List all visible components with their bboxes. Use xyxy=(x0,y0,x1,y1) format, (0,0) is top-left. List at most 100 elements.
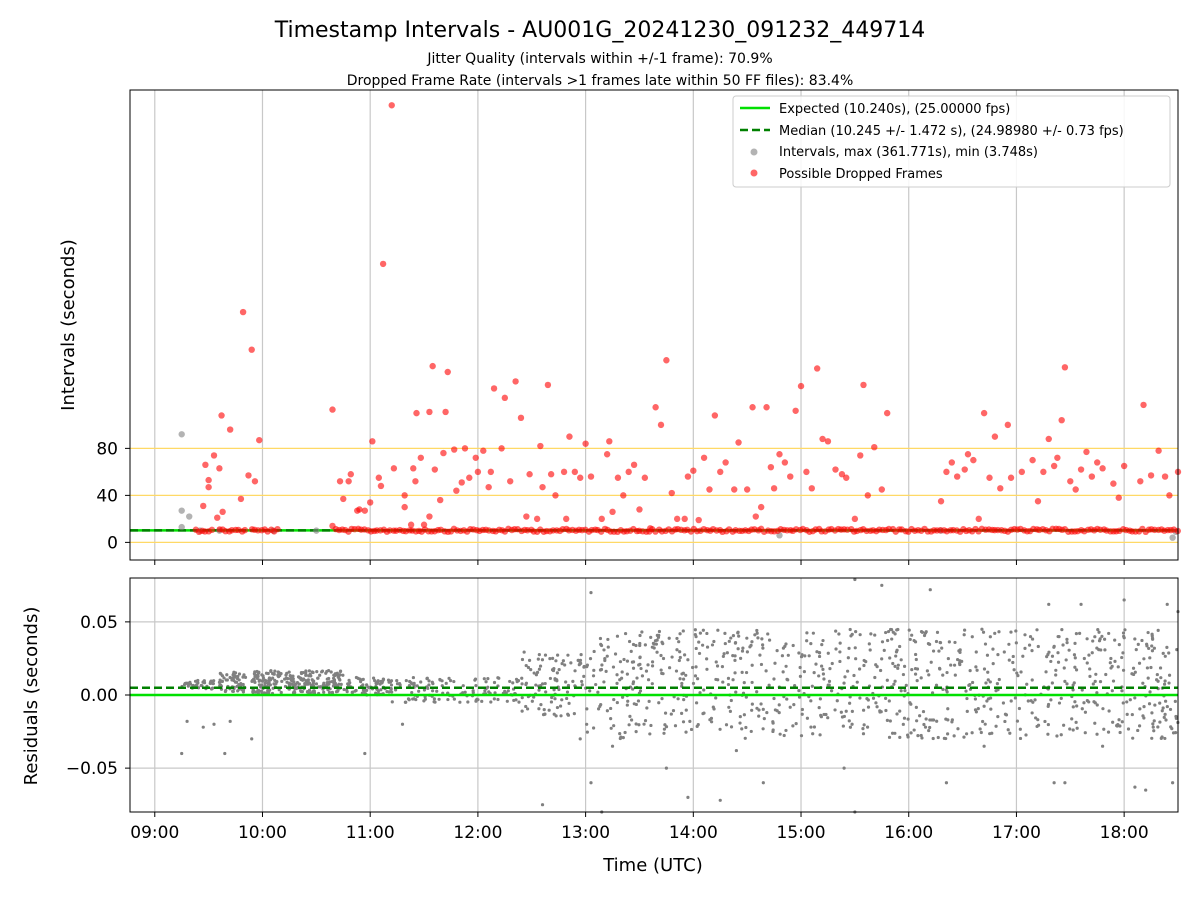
dropped-frame-point xyxy=(781,459,789,466)
dropped-frame-point xyxy=(329,522,336,530)
residual-point xyxy=(820,643,824,647)
residual-point xyxy=(946,656,950,661)
residual-point xyxy=(928,725,932,730)
residual-point xyxy=(923,725,928,729)
residual-point xyxy=(514,698,518,702)
residual-point xyxy=(793,683,797,688)
dropped-frame-point xyxy=(986,474,993,481)
residual-point xyxy=(638,655,642,659)
residual-point xyxy=(1055,734,1059,738)
dropped-frame-point xyxy=(767,463,775,471)
residual-point xyxy=(273,669,277,673)
dropped-frame-point xyxy=(440,449,447,457)
residual-point xyxy=(619,735,623,739)
dropped-frame-point xyxy=(663,357,670,364)
residual-point xyxy=(689,727,694,732)
residual-point xyxy=(1144,788,1148,792)
residual-point xyxy=(594,682,598,687)
residual-point xyxy=(598,636,603,641)
dropped-frame-point xyxy=(706,486,713,493)
residual-point xyxy=(1019,670,1023,674)
residual-point xyxy=(936,735,940,740)
residual-point xyxy=(1133,670,1137,674)
dropped-frame-point xyxy=(948,459,956,466)
residual-point xyxy=(721,680,725,684)
residual-point xyxy=(398,681,402,686)
residual-point xyxy=(602,648,606,652)
residual-point xyxy=(592,649,596,654)
residual-point xyxy=(1065,682,1069,686)
dropped-frame-point xyxy=(388,102,395,109)
residual-point xyxy=(569,661,573,665)
residual-point xyxy=(655,650,659,654)
residual-point xyxy=(223,751,227,756)
residual-point xyxy=(988,680,992,684)
residual-point xyxy=(1049,659,1053,664)
residual-point xyxy=(915,678,919,683)
dropped-frame-point xyxy=(251,478,259,485)
residual-point xyxy=(1102,727,1106,731)
residual-point xyxy=(649,723,653,728)
residual-point xyxy=(1100,634,1104,638)
residual-point xyxy=(1056,660,1061,664)
residual-point xyxy=(780,654,784,658)
residual-point xyxy=(496,697,500,702)
residual-point xyxy=(733,641,738,645)
legend-median-label: Median (10.245 +/- 1.472 s), (24.98980 +… xyxy=(779,124,1124,139)
dropped-frame-point xyxy=(743,486,751,493)
dropped-frame-point xyxy=(980,409,988,417)
residual-point xyxy=(683,653,687,657)
residual-point xyxy=(988,635,992,639)
dropped-frame-point xyxy=(991,433,999,440)
residual-point xyxy=(209,687,214,691)
residual-point xyxy=(269,669,273,674)
dropped-frame-point xyxy=(824,438,832,445)
residual-point xyxy=(316,676,320,680)
residual-point xyxy=(741,646,745,650)
residual-point xyxy=(1063,781,1067,785)
dropped-frame-point xyxy=(668,489,675,497)
residual-point xyxy=(618,732,622,736)
dropped-frame-point xyxy=(466,474,473,481)
residual-point xyxy=(819,715,823,719)
residual-point xyxy=(625,703,629,707)
residual-point xyxy=(552,667,556,671)
dropped-frame-point xyxy=(808,485,815,492)
residual-point xyxy=(701,628,705,632)
residual-point xyxy=(757,714,761,718)
residual-point xyxy=(771,729,775,734)
bottom-y-tick-label: −0.05 xyxy=(66,759,118,779)
residual-point xyxy=(935,630,940,635)
residual-point xyxy=(1033,698,1037,702)
dropped-frame-point xyxy=(647,525,654,532)
residual-point xyxy=(1136,642,1140,646)
residual-point xyxy=(956,657,960,662)
interval-point xyxy=(313,527,320,534)
residual-point xyxy=(925,669,929,673)
residual-point xyxy=(1099,648,1103,652)
residual-point xyxy=(922,633,927,638)
residual-point xyxy=(667,636,671,640)
residual-point xyxy=(674,669,679,673)
legend-frame xyxy=(732,95,1171,188)
residual-point xyxy=(898,644,902,649)
residual-point xyxy=(973,697,978,701)
dropped-frame-point xyxy=(1018,468,1026,476)
dropped-frame-point xyxy=(1147,472,1155,479)
residual-point xyxy=(286,677,290,681)
residual-point xyxy=(1173,731,1178,735)
dropped-frame-point xyxy=(763,404,770,411)
residual-point xyxy=(1146,676,1150,680)
residual-point xyxy=(828,667,832,671)
residual-point xyxy=(350,690,354,694)
residual-point xyxy=(731,654,735,658)
residual-point xyxy=(625,672,629,676)
residual-point xyxy=(1056,651,1060,655)
residual-point xyxy=(307,674,311,678)
residual-point xyxy=(1030,711,1034,715)
residual-point xyxy=(740,670,744,675)
residual-point xyxy=(389,683,394,687)
residual-point xyxy=(555,671,559,675)
residual-point xyxy=(1115,723,1119,728)
residual-point xyxy=(1155,672,1159,677)
